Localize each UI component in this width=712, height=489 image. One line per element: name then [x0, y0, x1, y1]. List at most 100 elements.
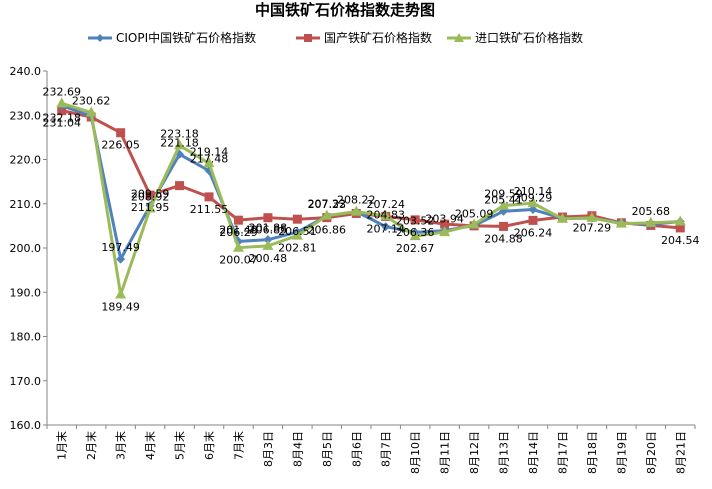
data-label: 206.85 — [249, 224, 288, 237]
x-tick-label: 5月末 — [173, 431, 187, 460]
x-tick-label: 8月20日 — [645, 431, 658, 474]
data-label: 211.95 — [131, 201, 170, 214]
data-label: 189.49 — [101, 301, 140, 314]
data-label: 204.54 — [661, 234, 700, 247]
data-label: 206.29 — [219, 226, 258, 239]
legend-item-ciopi: CIOPI中国铁矿石价格指数 — [88, 30, 256, 45]
data-label: 211.55 — [190, 203, 229, 216]
data-label: 207.24 — [366, 198, 405, 211]
data-label: 204.83 — [366, 209, 405, 222]
data-point — [380, 209, 392, 220]
legend-marker-imported — [454, 33, 464, 42]
data-point — [174, 139, 186, 150]
legend-item-imported: 进口铁矿石价格指数 — [447, 30, 583, 45]
data-label: 204.88 — [484, 232, 523, 245]
data-point — [528, 205, 538, 215]
y-tick-label: 190.0 — [10, 286, 42, 299]
data-label: 205.41 — [484, 193, 523, 206]
series-2 — [56, 97, 686, 299]
legend-item-domestic: 国产铁矿石价格指数 — [296, 30, 432, 45]
data-label: 219.14 — [190, 145, 229, 158]
data-point — [321, 209, 333, 220]
x-tick-label: 6月末 — [202, 431, 216, 460]
data-label: 202.81 — [278, 242, 317, 255]
x-tick-label: 8月7日 — [380, 431, 393, 467]
data-point — [440, 219, 450, 229]
data-point — [57, 106, 67, 116]
data-point — [410, 215, 420, 225]
data-label: 205.09 — [455, 207, 494, 220]
data-point — [263, 213, 273, 223]
data-label: 207.29 — [573, 222, 612, 235]
x-tick-label: 8月4日 — [291, 431, 304, 467]
data-point — [674, 215, 686, 226]
data-label: 223.18 — [160, 127, 199, 140]
data-label: 230.62 — [72, 95, 111, 108]
data-label: 207.23 — [308, 198, 347, 211]
data-point — [115, 288, 127, 299]
x-tick-label: 8月17日 — [556, 431, 569, 474]
y-tick-label: 170.0 — [10, 375, 42, 388]
data-point — [528, 215, 538, 225]
y-tick-label: 220.0 — [10, 154, 42, 167]
series-layer — [56, 97, 686, 299]
x-axis-ticks: 1月末 2月末 3月末 4月末 5月末 6月末 7月末 8月3日 8月4日 8月5日 8月6日 8月7… — [46, 425, 696, 474]
data-point — [203, 157, 215, 168]
data-label: 221.18 — [160, 136, 199, 149]
data-label: 207.14 — [366, 222, 405, 235]
data-label: 209.59 — [484, 188, 523, 201]
legend-label-domestic: 国产铁矿石价格指数 — [324, 30, 432, 45]
data-point — [439, 226, 451, 237]
data-point — [498, 199, 510, 210]
x-tick-label: 8月21日 — [674, 431, 687, 474]
legend-marker-domestic — [304, 34, 312, 42]
data-label: 206.51 — [278, 225, 317, 238]
legend-marker-ciopi — [96, 34, 104, 42]
data-point — [116, 254, 126, 264]
data-label: 197.49 — [101, 241, 140, 254]
data-label: 203.94 — [425, 213, 464, 226]
x-tick-label: 8月14日 — [527, 431, 540, 474]
data-point — [262, 239, 274, 250]
x-tick-label: 8月18日 — [586, 431, 599, 474]
data-label: 231.04 — [42, 117, 81, 130]
x-tick-label: 8月3日 — [262, 431, 275, 467]
x-tick-label: 8月10日 — [409, 431, 422, 474]
data-labels: 232.18 197.49 209.59 221.18 217.48 201.49201.… — [42, 85, 699, 313]
data-label: 203.52 — [396, 214, 435, 227]
data-point — [233, 215, 243, 225]
data-point — [291, 229, 303, 240]
y-tick-label: 240.0 — [10, 65, 42, 78]
y-tick-label: 160.0 — [10, 419, 42, 432]
data-label: 210.14 — [514, 185, 553, 198]
data-point — [175, 181, 185, 191]
data-label: 217.48 — [190, 153, 229, 166]
data-point — [85, 106, 97, 117]
legend: CIOPI中国铁矿石价格指数 国产铁矿石价格指数 进口铁矿石价格指数 — [88, 30, 583, 45]
y-tick-label: 230.0 — [10, 109, 42, 122]
y-tick-label: 180.0 — [10, 331, 42, 344]
data-point — [615, 217, 627, 228]
data-point — [586, 211, 598, 222]
data-point — [527, 197, 539, 208]
data-point — [499, 221, 509, 231]
data-point — [645, 216, 657, 227]
series-0 — [57, 101, 685, 264]
data-label: 208.92 — [131, 191, 170, 204]
x-tick-label: 8月6日 — [350, 431, 363, 467]
data-point — [381, 222, 391, 232]
data-label: 209.29 — [514, 192, 553, 205]
data-point — [263, 235, 273, 245]
data-point — [292, 214, 302, 224]
data-point — [468, 218, 480, 229]
chart-title: 中国铁矿石价格指数走势图 — [255, 1, 435, 19]
data-label: 205.68 — [632, 205, 671, 218]
data-point — [675, 223, 685, 233]
data-label: 206.36 — [396, 226, 435, 239]
data-label: 200.48 — [249, 252, 288, 265]
legend-label-imported: 进口铁矿石价格指数 — [475, 30, 583, 45]
data-point — [56, 97, 68, 108]
y-tick-label: 200.0 — [10, 242, 42, 255]
legend-label-ciopi: CIOPI中国铁矿石价格指数 — [116, 30, 256, 45]
